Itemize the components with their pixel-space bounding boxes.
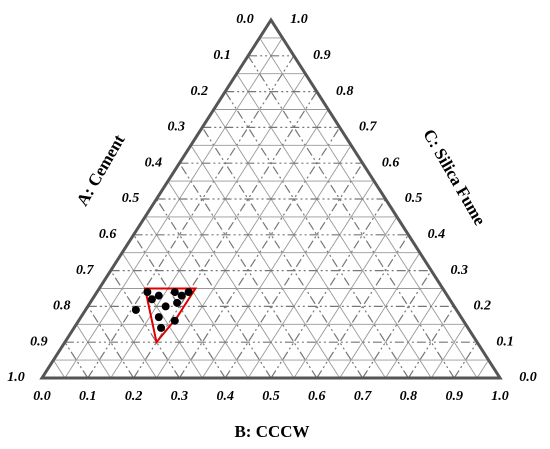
minor-grid-line xyxy=(167,180,295,379)
minor-grid-line xyxy=(213,109,386,379)
b-tick-label: 0.3 xyxy=(171,389,189,404)
b-axis-title: B: CCCW xyxy=(234,422,309,441)
minor-grid-line xyxy=(247,180,375,379)
triangle-frame xyxy=(39,17,503,380)
c-tick-label: 0.2 xyxy=(473,299,491,314)
minor-grid-line xyxy=(144,216,249,379)
grid-line xyxy=(407,306,455,379)
c-axis-title: C: Silica Fume xyxy=(419,126,490,229)
minor-grid-line xyxy=(259,37,478,379)
b-tick-label: 0.6 xyxy=(308,389,326,404)
minor-grid-line xyxy=(201,145,352,379)
c-tick-label: 0.7 xyxy=(359,120,378,135)
grid-line xyxy=(453,341,478,379)
data-point xyxy=(177,291,186,300)
b-tick-label: 0.7 xyxy=(354,389,373,404)
c-tick-label: 0.4 xyxy=(428,227,446,242)
minor-grid-line xyxy=(75,324,112,379)
data-point xyxy=(154,291,163,300)
region-outline xyxy=(143,287,198,345)
a-tick-label: 0.4 xyxy=(145,155,163,170)
c-tick-label: 0.3 xyxy=(451,263,469,278)
c-tick-label: 0.8 xyxy=(336,84,354,99)
minor-grid-line xyxy=(293,216,398,379)
data-point xyxy=(147,295,156,304)
grid-line xyxy=(178,127,341,379)
a-tick-label: 0.7 xyxy=(76,263,95,278)
data-point xyxy=(131,305,140,314)
a-axis-title: A: Cement xyxy=(73,131,129,209)
minor-grid-line xyxy=(190,145,341,379)
minor-grid-line xyxy=(339,252,421,379)
data-point xyxy=(170,316,179,325)
minor-grid-line xyxy=(476,359,489,379)
c-tick-label: 0.0 xyxy=(519,370,537,385)
minor-grid-line xyxy=(53,359,66,379)
grid-line xyxy=(316,234,409,379)
minor-grid-line xyxy=(98,288,157,379)
b-tick-label: 0.1 xyxy=(79,389,97,404)
c-tick-label: 0.1 xyxy=(496,334,514,349)
b-tick-label: 0.0 xyxy=(33,389,51,404)
a-tick-label: 0.2 xyxy=(190,84,208,99)
data-point xyxy=(154,313,163,322)
a-tick-label: 0.9 xyxy=(30,334,48,349)
a-tick-label: 1.0 xyxy=(7,370,25,385)
a-tick-label: 0.0 xyxy=(236,12,254,27)
c-tick-label: 0.9 xyxy=(313,48,331,63)
minor-grid-line xyxy=(236,73,432,379)
a-tick-label: 0.1 xyxy=(213,48,231,63)
data-point xyxy=(143,288,152,297)
c-tick-label: 0.6 xyxy=(382,155,400,170)
b-tick-label: 1.0 xyxy=(491,389,509,404)
b-tick-label: 0.5 xyxy=(262,389,280,404)
b-tick-label: 0.9 xyxy=(445,389,463,404)
data-point xyxy=(161,302,170,311)
a-tick-label: 0.3 xyxy=(168,120,186,135)
grid-line xyxy=(64,341,89,379)
minor-grid-line xyxy=(64,37,283,379)
a-tick-label: 0.6 xyxy=(99,227,117,242)
b-tick-label: 0.4 xyxy=(216,389,234,404)
data-point xyxy=(173,298,182,307)
a-tick-label: 0.8 xyxy=(53,299,71,314)
c-tick-label: 1.0 xyxy=(290,12,308,27)
b-tick-label: 0.8 xyxy=(400,389,418,404)
grid-line xyxy=(224,91,409,379)
minor-grid-line xyxy=(156,109,329,379)
data-point xyxy=(157,323,166,332)
c-tick-label: 0.5 xyxy=(405,191,423,206)
minor-grid-line xyxy=(110,73,306,379)
data-point xyxy=(184,288,193,297)
minor-grid-line xyxy=(385,288,444,379)
grid xyxy=(41,19,501,379)
grid-line xyxy=(201,127,364,379)
a-tick-label: 0.5 xyxy=(122,191,140,206)
data-point xyxy=(170,288,179,297)
grid-line xyxy=(87,306,135,379)
b-tick-label: 0.2 xyxy=(125,389,143,404)
minor-grid-line xyxy=(430,324,467,379)
